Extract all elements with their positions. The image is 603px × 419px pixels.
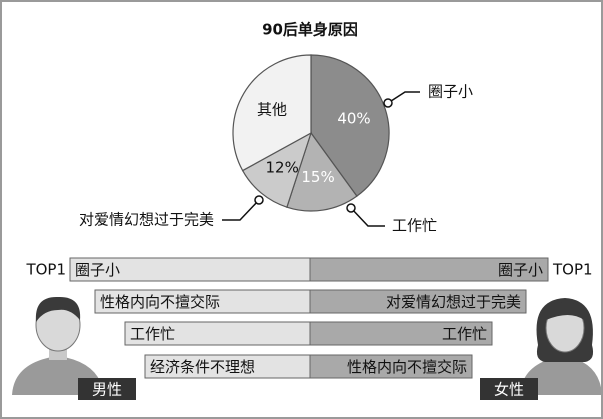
- female-reason: 圈子小: [498, 261, 543, 279]
- pie-slice: [310, 54, 390, 197]
- callout-dot: [346, 203, 356, 213]
- male-label: 男性: [92, 381, 122, 399]
- slice-category-label: 其他: [257, 100, 287, 118]
- female-reason: 对爱情幻想过于完美: [386, 293, 521, 311]
- slice-category-label: 圈子小: [428, 83, 473, 101]
- female-bar: [309, 257, 549, 282]
- male-reason: 经济条件不理想: [150, 358, 255, 376]
- chart-title: 90后单身原因: [262, 21, 358, 39]
- slice-value-label: 12%: [265, 158, 298, 176]
- male-reason: 圈子小: [75, 261, 120, 279]
- callout-line: [350, 207, 385, 227]
- callout-line: [387, 91, 420, 104]
- pie-slice: [286, 131, 358, 212]
- slice-category-label: 工作忙: [392, 217, 437, 235]
- female-reason: 工作忙: [442, 325, 487, 343]
- callout-dot: [383, 98, 393, 108]
- male-label-box: [78, 378, 136, 400]
- female-bar: [309, 321, 493, 346]
- female-bar: [309, 289, 527, 314]
- top-label: TOP1: [25, 261, 66, 279]
- callout-dot: [254, 195, 264, 205]
- slice-category-label: 对爱情幻想过于完美: [79, 211, 214, 229]
- pie-slice: [232, 54, 312, 172]
- male-reason: 工作忙: [130, 325, 175, 343]
- slice-value-label: 15%: [301, 168, 334, 186]
- top-label: TOP1: [552, 261, 593, 279]
- pie: 40% 圈子小 15% 工作忙 12% 对爱情幻想过于完美 其他: [79, 54, 473, 235]
- female-label-box: [480, 378, 538, 400]
- slice-value-label: 40%: [337, 110, 370, 128]
- male-reason: 性格内向不擅交际: [100, 293, 220, 311]
- female-bar: [309, 354, 473, 379]
- female-label: 女性: [494, 381, 524, 399]
- callout-line: [222, 199, 260, 221]
- female-icon: [520, 298, 602, 395]
- female-reason: 性格内向不擅交际: [347, 358, 467, 376]
